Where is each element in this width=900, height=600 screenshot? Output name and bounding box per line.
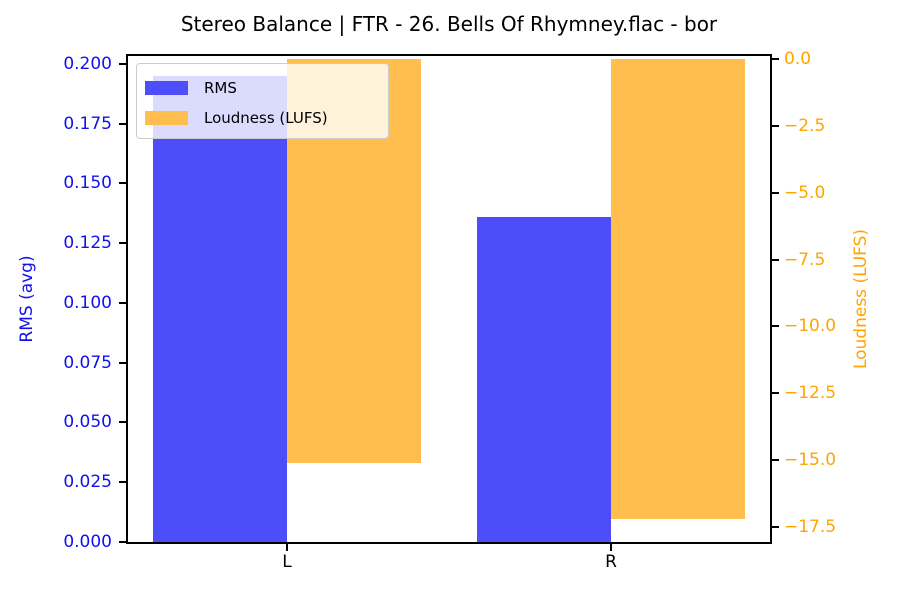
x-tick-label-r: R xyxy=(605,552,617,572)
left-y-tick-label: 0.075 xyxy=(63,352,112,373)
rms-bar-l xyxy=(153,75,288,542)
rms-bar-r xyxy=(476,216,611,542)
left-y-tick-mark xyxy=(119,122,126,125)
left-y-tick-label: 0.000 xyxy=(63,532,112,552)
left-y-tick-label: 0.125 xyxy=(63,233,112,254)
loudness-legend-label: Loudness (LUFS) xyxy=(204,109,328,127)
right-y-tick-label: −15.0 xyxy=(784,450,837,471)
left-y-tick-mark xyxy=(119,182,126,185)
right-y-tick-mark xyxy=(772,392,779,395)
left-y-tick-label: 0.200 xyxy=(63,53,112,74)
left-y-tick-label: 0.025 xyxy=(63,472,112,493)
loudness-bar-r xyxy=(610,58,745,519)
right-y-tick-mark xyxy=(772,191,779,194)
right-y-tick-label: −2.5 xyxy=(784,115,826,136)
left-y-tick-mark xyxy=(119,361,126,364)
right-y-tick-label: −17.5 xyxy=(784,517,837,538)
right-y-tick-label: −5.0 xyxy=(784,182,826,203)
right-y-tick-label: 0.0 xyxy=(784,48,812,69)
left-y-tick-mark xyxy=(119,541,126,543)
left-y-tick-label: 0.050 xyxy=(63,412,112,433)
right-axis-label: Loudness (LUFS) xyxy=(851,228,871,370)
right-y-tick-mark xyxy=(772,124,779,127)
left-y-tick-label: 0.175 xyxy=(63,113,112,134)
rms-legend-swatch xyxy=(145,81,188,95)
x-tick-mark-r xyxy=(609,544,612,551)
right-y-tick-label: −12.5 xyxy=(784,383,837,404)
right-y-tick-mark xyxy=(772,325,779,328)
legend: RMS Loudness (LUFS) xyxy=(136,63,389,139)
chart-title: Stereo Balance | FTR - 26. Bells Of Rhym… xyxy=(180,12,718,36)
legend-row-loudness: Loudness (LUFS) xyxy=(145,103,388,133)
right-y-tick-mark xyxy=(772,258,779,261)
rms-legend-label: RMS xyxy=(204,79,237,97)
right-y-tick-label: −7.5 xyxy=(784,249,826,270)
left-y-tick-mark xyxy=(119,62,126,65)
right-y-tick-label: −10.0 xyxy=(784,316,837,337)
right-y-tick-mark xyxy=(772,459,779,462)
left-y-tick-label: 0.150 xyxy=(63,173,112,194)
left-y-tick-mark xyxy=(119,242,126,245)
legend-row-rms: RMS xyxy=(145,73,388,103)
left-y-tick-mark xyxy=(119,421,126,424)
x-tick-label-l: L xyxy=(282,552,292,572)
right-y-tick-mark xyxy=(772,526,779,529)
x-tick-mark-l xyxy=(286,544,289,551)
left-axis-label: RMS (avg) xyxy=(17,255,37,343)
left-y-tick-mark xyxy=(119,481,126,484)
left-y-tick-mark xyxy=(119,301,126,304)
loudness-legend-swatch xyxy=(145,111,188,125)
left-y-tick-label: 0.100 xyxy=(63,292,112,313)
right-y-tick-mark xyxy=(772,57,779,60)
